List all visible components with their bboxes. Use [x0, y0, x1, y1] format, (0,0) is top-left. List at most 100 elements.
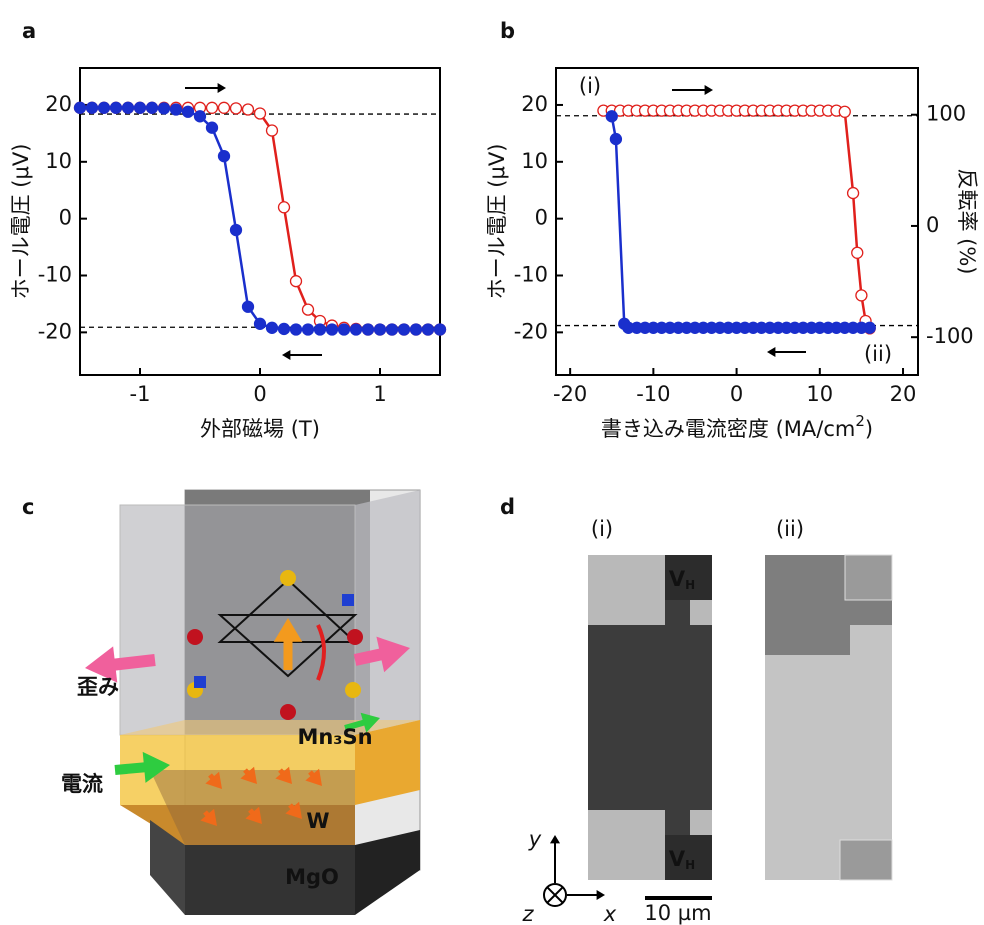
mn3sn-layer-side: [355, 490, 420, 735]
data-point: [145, 101, 159, 114]
atom: [187, 629, 203, 645]
probe-label-sub: H: [685, 858, 695, 872]
image-ii-contact: [844, 554, 893, 601]
data-point: [253, 107, 267, 120]
data-point: [618, 317, 631, 330]
strain-label: 歪み: [77, 675, 119, 699]
data-point: [385, 323, 399, 336]
w-layer-top: [120, 720, 420, 735]
image-i-domain: [588, 600, 712, 835]
data-point: [433, 323, 447, 336]
data-point: [181, 105, 195, 118]
data-point: [838, 105, 851, 118]
data-point: [605, 110, 618, 123]
image-i-contact: [665, 555, 712, 600]
strain-arrow-head: [85, 646, 118, 683]
atom: [280, 570, 296, 586]
data-point: [337, 323, 351, 336]
axis-arrow-head: [549, 835, 561, 844]
data-point: [313, 323, 327, 336]
data-point: [157, 102, 171, 115]
data-point: [373, 323, 387, 336]
y-tick-label: 20: [45, 92, 72, 116]
x-tick-label: 1: [373, 382, 386, 406]
panel-label: d: [500, 495, 515, 519]
series-line: [80, 106, 440, 331]
spin-current-head: [245, 806, 262, 824]
image-label: (i): [591, 517, 613, 541]
x-tick-label: 10: [806, 382, 833, 406]
probe-label-main: V: [669, 847, 686, 871]
data-point: [289, 323, 303, 336]
current-arrow-head: [142, 751, 170, 783]
mgo-side: [355, 830, 420, 915]
panel-label: b: [500, 19, 515, 43]
probe-label: VH: [669, 847, 695, 872]
data-point: [253, 317, 267, 330]
data-point: [205, 121, 219, 134]
data-point: [121, 101, 135, 114]
panel-label: c: [22, 495, 34, 519]
panel-label: a: [22, 19, 36, 43]
data-point: [397, 323, 411, 336]
axis-name: z: [521, 902, 534, 925]
x-axis-label-part: 2: [855, 412, 865, 430]
y-tick-label: 10: [45, 149, 72, 173]
y-axis-label: ホール電圧 (μV): [9, 144, 33, 300]
spin-current-head: [275, 766, 292, 784]
mgo-left: [150, 820, 185, 915]
atom-cube: [342, 594, 354, 606]
scale-label: 10 µm: [644, 901, 711, 925]
y2-tick-label: 0: [926, 213, 939, 237]
z-axis-cross: [546, 886, 564, 904]
y-tick-label: -20: [514, 319, 548, 343]
data-point: [325, 323, 339, 336]
probe-label: VH: [669, 567, 695, 592]
axis-name: x: [603, 902, 617, 925]
spin-current-head: [305, 768, 322, 786]
data-point: [265, 124, 279, 137]
image-ii-contact: [839, 839, 893, 881]
sweep-arrow-head: [767, 346, 776, 358]
data-point: [301, 323, 315, 336]
image-label: (ii): [776, 517, 804, 541]
y-tick-label: 10: [521, 149, 548, 173]
y2-axis-label: 反転率 (%): [955, 168, 979, 274]
x-tick-label: 20: [890, 382, 917, 406]
data-point: [421, 323, 435, 336]
sweep-arrow-head: [704, 84, 713, 96]
x-axis-label: 書き込み電流密度 (MA/cm2): [601, 412, 873, 442]
data-point: [169, 103, 183, 116]
current-arrow-head: [360, 712, 380, 733]
y2-tick-label: -100: [926, 324, 974, 348]
data-point: [265, 321, 279, 334]
series-line: [610, 116, 870, 330]
mgo-front: [185, 845, 355, 915]
y-tick-label: -10: [514, 263, 548, 287]
rotation-arrow: [316, 624, 326, 681]
y-tick-label: 20: [521, 92, 548, 116]
x-tick-label: -10: [636, 382, 670, 406]
data-point: [193, 110, 207, 123]
y-tick-label: 0: [535, 206, 548, 230]
layer-label: MgO: [285, 865, 339, 889]
data-point: [851, 246, 864, 259]
data-point: [846, 186, 860, 200]
sweep-arrow-head: [217, 82, 226, 94]
sweep-arrow-head: [282, 349, 291, 361]
spin-current-head: [200, 808, 217, 826]
x-tick-label: -1: [130, 382, 151, 406]
device-body: [150, 770, 355, 845]
w-layer-side: [355, 720, 420, 805]
data-point: [133, 101, 147, 114]
w-layer-front: [120, 735, 355, 805]
strain-arrow-head: [376, 636, 410, 673]
kagome-star-b: [217, 614, 358, 678]
spin-current-head: [285, 801, 302, 819]
data-point: [609, 132, 623, 146]
current-arrow: [114, 761, 150, 775]
data-point: [85, 101, 99, 114]
x-tick-label: 0: [730, 382, 743, 406]
